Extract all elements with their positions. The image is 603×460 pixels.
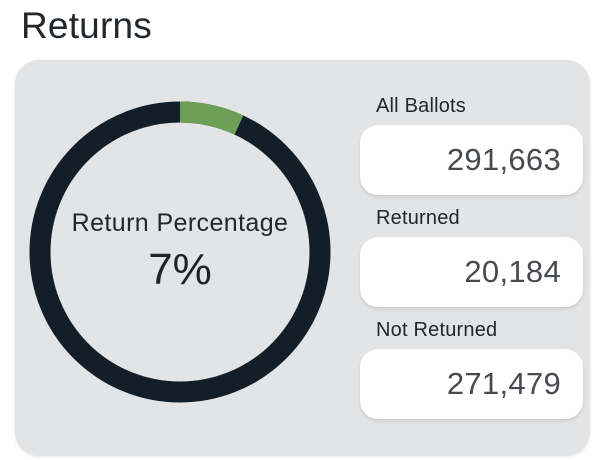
stat-value-box-returned[interactable]: 20,184: [360, 237, 583, 307]
stat-value-all-ballots: 291,663: [446, 142, 561, 177]
stat-value-box-not-returned[interactable]: 271,479: [360, 349, 583, 419]
stat-label-not-returned: Not Returned: [376, 319, 498, 341]
donut-segment-not-returned[interactable]: [29, 101, 331, 403]
stats-column: All Ballots 291,663 Returned 20,184 Not …: [360, 95, 583, 431]
donut-segment-returned[interactable]: [179, 101, 244, 135]
stat-value-not-returned: 271,479: [446, 366, 561, 401]
stat-not-returned: Not Returned 271,479: [360, 319, 583, 419]
stat-all-ballots: All Ballots 291,663: [360, 95, 583, 195]
dashboard-card: Return Percentage 7% All Ballots 291,663…: [15, 60, 590, 456]
stat-value-returned: 20,184: [464, 254, 561, 289]
page-title: Returns: [21, 5, 152, 46]
stat-returned: Returned 20,184: [360, 207, 583, 307]
donut-chart[interactable]: [29, 101, 331, 403]
stat-label-all-ballots: All Ballots: [376, 95, 467, 117]
return-percentage-donut: Return Percentage 7%: [29, 101, 331, 403]
stat-label-returned: Returned: [376, 207, 460, 229]
stat-value-box-all-ballots[interactable]: 291,663: [360, 125, 583, 195]
